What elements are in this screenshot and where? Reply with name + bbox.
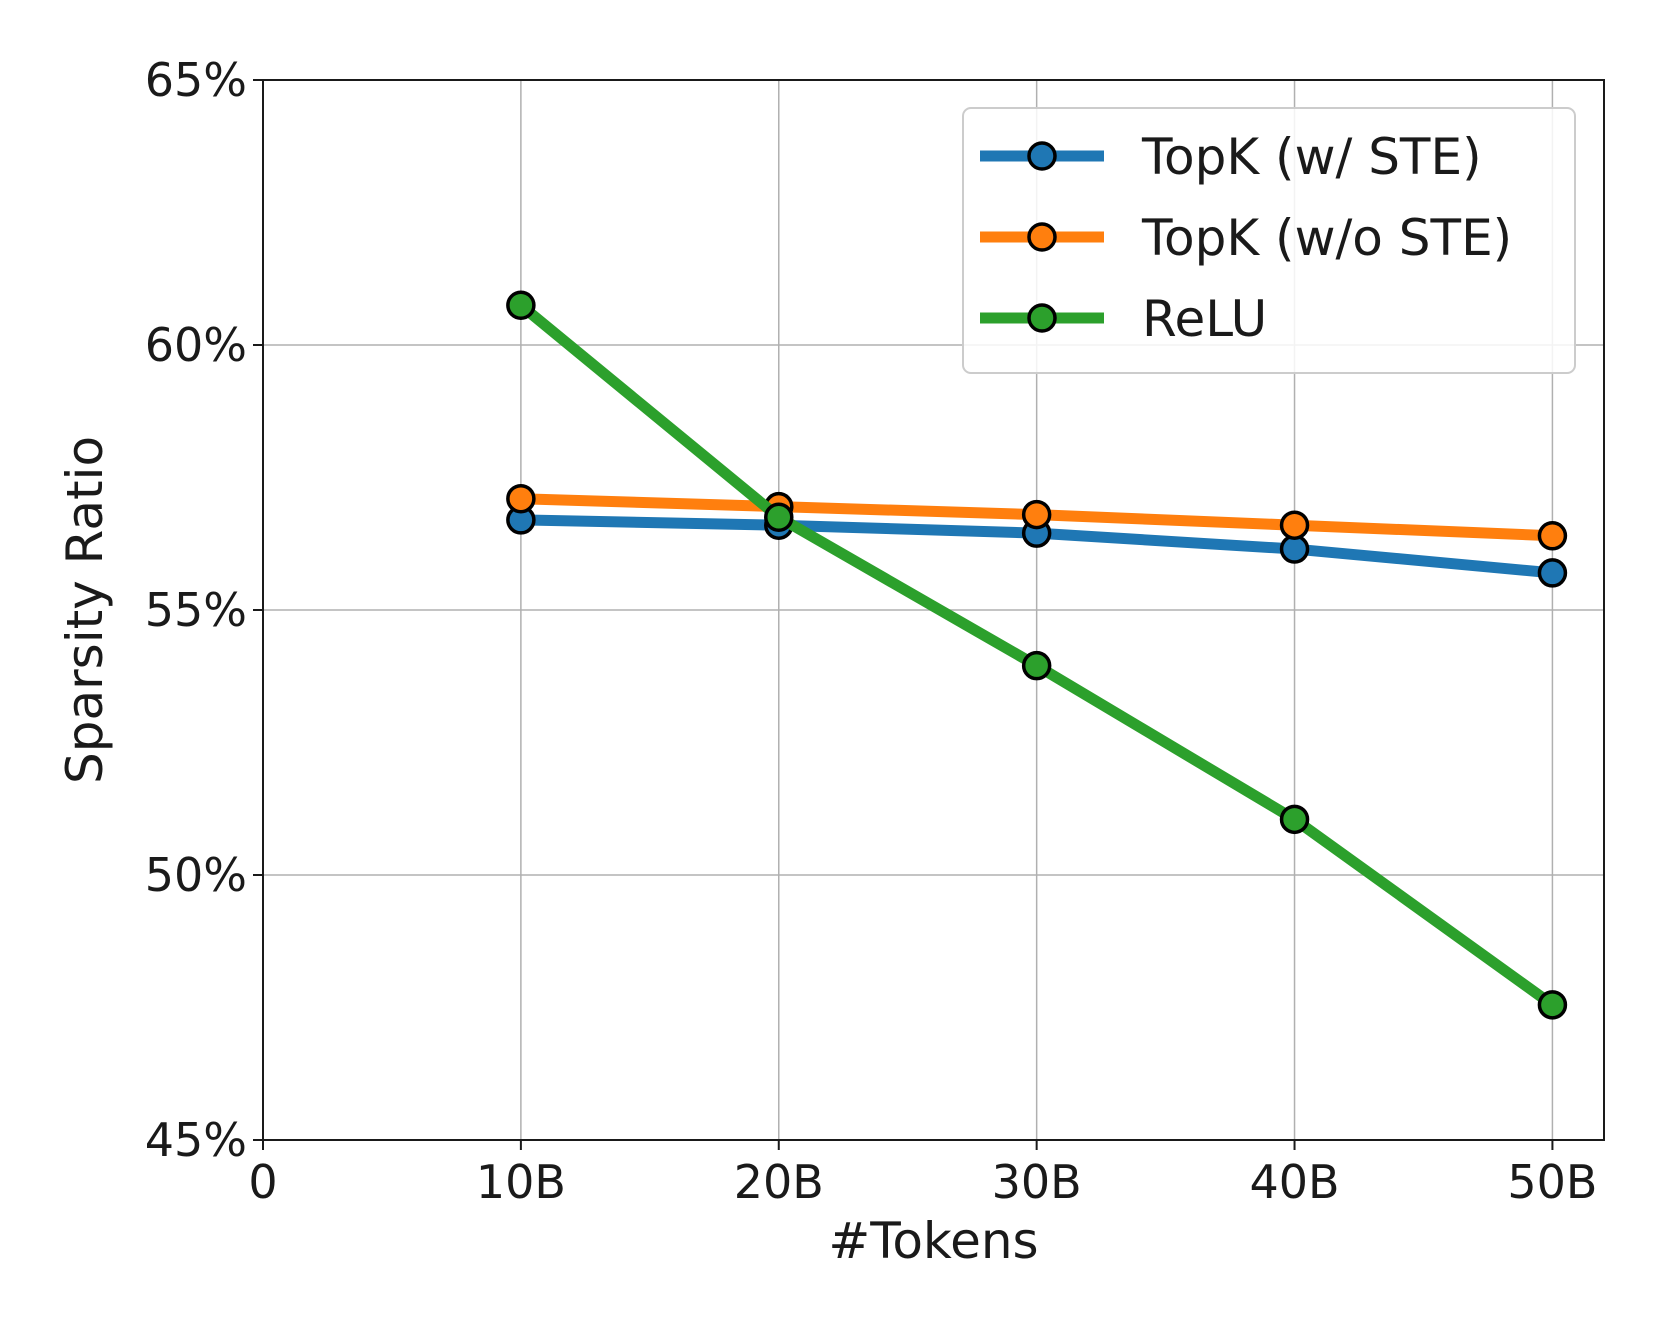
axis-ticks: 0 10B 20B 30B 40B 50B 45% 50% 55% 60% 65%	[145, 53, 1598, 1209]
x-tick-label: 40B	[1249, 1155, 1339, 1209]
y-tick-label: 60%	[145, 318, 247, 372]
series-layer	[506, 290, 1568, 1020]
data-point	[1279, 510, 1310, 540]
legend-box	[962, 107, 1576, 374]
data-point	[506, 483, 536, 514]
x-axis-label: #Tokens	[828, 1212, 1038, 1270]
y-tick-label: 55%	[145, 583, 247, 637]
x-tick-label: 30B	[992, 1155, 1082, 1209]
legend-item: TopK (w/ STE)	[980, 128, 1482, 186]
data-point	[1021, 650, 1052, 681]
data-point	[1021, 499, 1052, 530]
data-point	[1537, 521, 1568, 551]
data-point	[1537, 558, 1568, 588]
y-axis-label: Sparsity Ratio	[56, 436, 114, 784]
legend-label: ReLU	[1142, 290, 1267, 348]
legend-swatch-marker	[1027, 222, 1057, 252]
x-tick-label: 50B	[1507, 1155, 1597, 1209]
data-point	[506, 290, 536, 320]
y-tick-label: 65%	[145, 53, 247, 107]
data-point	[764, 502, 794, 532]
legend-label: TopK (w/o STE)	[1141, 209, 1512, 267]
legend-swatch-marker	[1027, 141, 1057, 171]
x-tick-label: 0	[248, 1155, 277, 1209]
legend-label: TopK (w/ STE)	[1141, 128, 1482, 186]
x-tick-label: 20B	[734, 1155, 824, 1209]
data-point	[1537, 990, 1568, 1020]
y-tick-label: 50%	[145, 848, 247, 902]
series-2	[506, 290, 1568, 1020]
y-tick-label: 45%	[145, 1113, 247, 1167]
data-point	[1279, 804, 1310, 835]
legend-swatch-marker	[1027, 303, 1057, 333]
legend-item: ReLU	[980, 290, 1267, 348]
series-1	[506, 483, 1568, 551]
legend: TopK (w/ STE) TopK (w/o STE) ReLU	[962, 107, 1576, 374]
legend-item: TopK (w/o STE)	[980, 209, 1512, 267]
x-tick-label: 10B	[476, 1155, 566, 1209]
